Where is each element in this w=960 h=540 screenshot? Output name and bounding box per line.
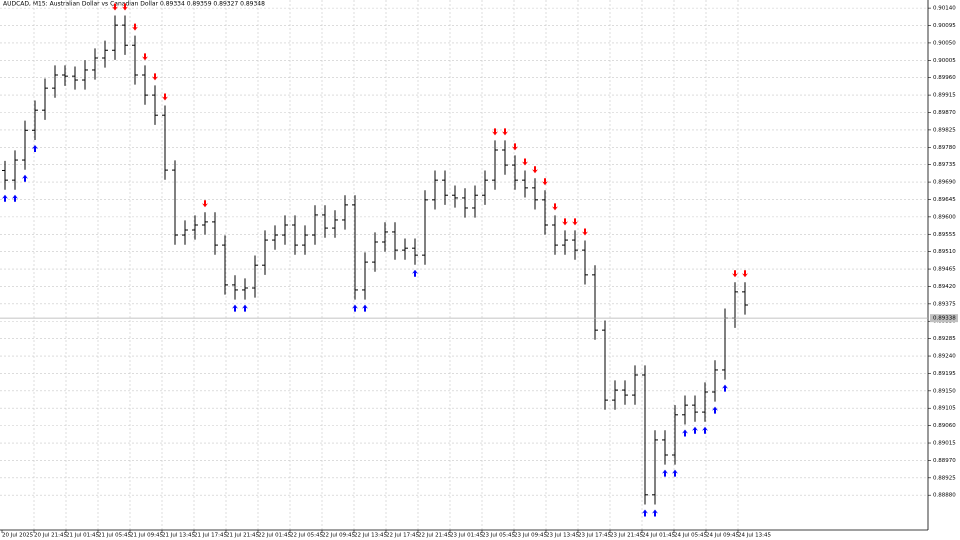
x-tick-label: 21 Jul 01:45 (66, 533, 99, 539)
y-tick-label: 0.90140 (933, 6, 956, 12)
x-tick-label: 24 Jul 13:45 (738, 533, 771, 539)
y-tick-label: 0.89465 (933, 267, 956, 273)
x-tick-label: 20 Jul 2025 (2, 533, 34, 539)
x-tick-label: 22 Jul 17:45 (386, 533, 419, 539)
y-tick-label: 0.89690 (933, 180, 956, 186)
y-tick-label: 0.90005 (933, 58, 956, 64)
sell-arrow (732, 270, 738, 278)
x-tick-label: 23 Jul 21:45 (610, 533, 643, 539)
y-tick-label: 0.89150 (933, 388, 956, 394)
sell-arrow (162, 93, 168, 101)
buy-arrow (642, 509, 648, 517)
x-tick-label: 22 Jul 09:45 (322, 533, 355, 539)
y-tick-label: 0.89600 (933, 214, 956, 220)
sell-arrow (512, 143, 518, 151)
buy-arrow (692, 426, 698, 434)
buy-arrow (652, 509, 658, 517)
chart-title: AUDCAD, M15: Australian Dollar vs Canadi… (3, 1, 265, 8)
x-tick-label: 23 Jul 09:45 (514, 533, 547, 539)
sell-arrow (562, 218, 568, 226)
y-tick-label: 0.89915 (933, 93, 956, 99)
y-tick-label: 0.89825 (933, 127, 956, 133)
buy-arrow (362, 304, 368, 312)
buy-arrow (662, 469, 668, 477)
y-tick-label: 0.89555 (933, 232, 956, 238)
buy-arrow (412, 269, 418, 277)
y-tick-label: 0.89105 (933, 406, 956, 412)
x-tick-label: 24 Jul 09:45 (706, 533, 739, 539)
sell-arrow (112, 3, 118, 11)
y-tick-label: 0.89285 (933, 336, 956, 342)
buy-arrow (712, 406, 718, 414)
x-tick-label: 22 Jul 05:45 (290, 533, 323, 539)
x-tick-label: 21 Jul 09:45 (130, 533, 163, 539)
sell-arrow (552, 203, 558, 211)
sell-arrow (152, 73, 158, 81)
y-tick-label: 0.89195 (933, 371, 956, 377)
x-tick-label: 22 Jul 21:45 (418, 533, 451, 539)
buy-arrow (242, 304, 248, 312)
buy-arrow (682, 429, 688, 437)
y-tick-label: 0.90095 (933, 23, 956, 29)
buy-arrow (32, 144, 38, 152)
sell-arrow (122, 3, 128, 11)
y-tick-label: 0.89960 (933, 75, 956, 81)
sell-arrow (532, 166, 538, 174)
y-tick-label: 0.88925 (933, 475, 956, 481)
buy-arrow (2, 194, 8, 202)
y-tick-label: 0.89510 (933, 249, 956, 255)
sell-arrow (542, 178, 548, 186)
sell-arrow (132, 23, 138, 31)
price-label: 0.89338 (933, 316, 956, 322)
y-tick-label: 0.89060 (933, 423, 956, 429)
price-label-box (930, 314, 958, 323)
y-tick-label: 0.89375 (933, 301, 956, 307)
sell-arrow (522, 158, 528, 166)
sell-arrow (502, 128, 508, 136)
y-tick-label: 0.88880 (933, 493, 956, 499)
y-tick-label: 0.89645 (933, 197, 956, 203)
buy-arrow (672, 469, 678, 477)
x-tick-label: 21 Jul 21:45 (226, 533, 259, 539)
sell-arrow (572, 218, 578, 226)
y-tick-label: 0.89780 (933, 145, 956, 151)
bars (2, 15, 748, 505)
x-tick-label: 23 Jul 01:45 (450, 533, 483, 539)
buy-arrow (232, 304, 238, 312)
x-tick-label: 22 Jul 13:45 (354, 533, 387, 539)
y-tick-label: 0.88970 (933, 458, 956, 464)
grid (0, 0, 928, 530)
x-tick-label: 24 Jul 01:45 (642, 533, 675, 539)
x-tick-label: 23 Jul 17:45 (578, 533, 611, 539)
x-tick-label: 22 Jul 01:45 (258, 533, 291, 539)
sell-arrow (142, 53, 148, 61)
y-tick-label: 0.89240 (933, 354, 956, 360)
sell-arrow (202, 200, 208, 208)
y-tick-label: 0.90050 (933, 40, 956, 46)
sell-arrow (492, 128, 498, 136)
buy-arrow (702, 426, 708, 434)
y-tick-label: 0.89420 (933, 284, 956, 290)
buy-arrow (722, 384, 728, 392)
buy-arrow (352, 304, 358, 312)
buy-arrow (22, 174, 28, 182)
y-tick-label: 0.89870 (933, 110, 956, 116)
sell-arrow (582, 228, 588, 236)
signals (2, 3, 748, 517)
x-tick-label: 21 Jul 17:45 (194, 533, 227, 539)
x-tick-label: 21 Jul 13:45 (162, 533, 195, 539)
x-tick-label: 23 Jul 05:45 (482, 533, 515, 539)
buy-arrow (12, 194, 18, 202)
x-tick-label: 24 Jul 05:45 (674, 533, 707, 539)
y-tick-label: 0.89735 (933, 162, 956, 168)
y-tick-label: 0.89015 (933, 441, 956, 447)
x-tick-label: 23 Jul 13:45 (546, 533, 579, 539)
sell-arrow (742, 270, 748, 278)
x-tick-label: 20 Jul 21:45 (34, 533, 67, 539)
x-tick-label: 21 Jul 05:45 (98, 533, 131, 539)
